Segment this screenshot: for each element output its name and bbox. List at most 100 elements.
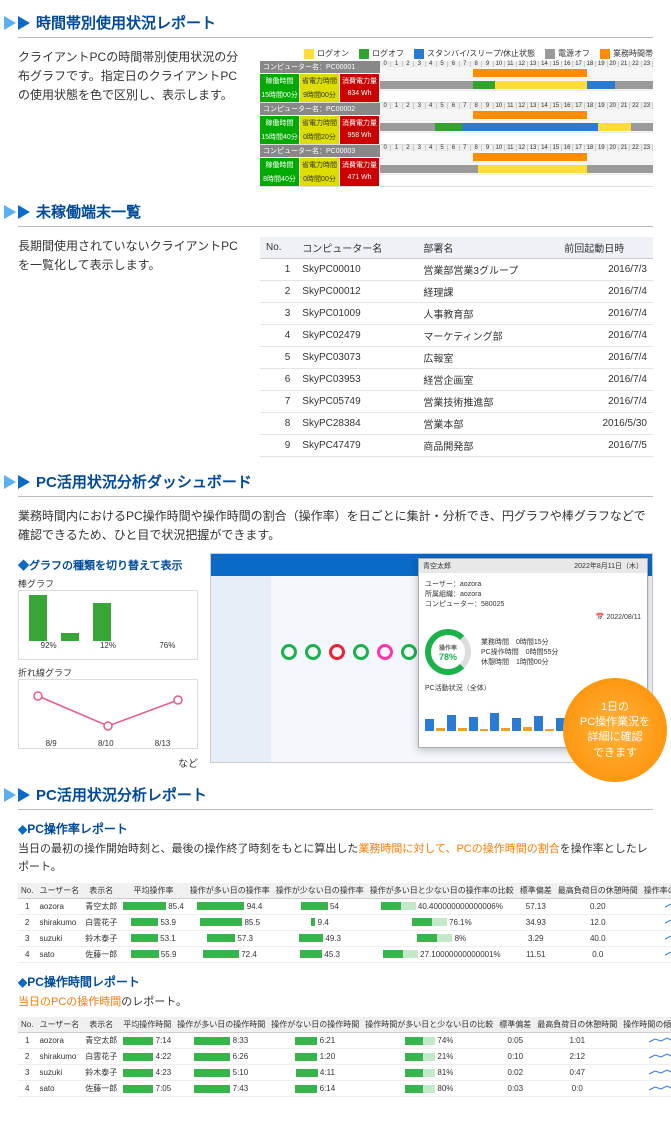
cell-pc: SkyPC05749 <box>296 391 417 413</box>
switch-label: ◆グラフの種類を切り替えて表示 <box>18 557 198 573</box>
powersave-cell: 省電力時間 <box>300 158 340 172</box>
uptime-val: 8時間40分 <box>260 172 300 186</box>
dash-right-col: 青空太郎 2022年8月11日（木） ユーザー：aozora 所属組織：aozo… <box>210 553 653 770</box>
section-title: 未稼働端末一覧 <box>36 201 141 222</box>
cell-trend <box>641 914 671 930</box>
bar-cell <box>295 1037 317 1045</box>
cell-rest: 2:12 <box>534 1049 620 1065</box>
gantt-rows: コンピューター名：PC00001 稼働時間 省電力時間 消費電力量 15時間00… <box>260 61 653 187</box>
cell-dept: 営業技術推進部 <box>417 391 558 413</box>
cell-pc: SkyPC02479 <box>296 325 417 347</box>
table-row: 3 suzuki 鈴木泰子 53.1 57.3 49.3 8% 3.29 40.… <box>18 930 671 946</box>
cell-avg: 53.1 <box>120 930 186 946</box>
popup-bar <box>512 718 521 731</box>
sparkline-icon <box>665 949 671 957</box>
bar-cell <box>381 902 401 910</box>
gantt-value-cells: 15時間40分 0時間20分 958 Wh <box>260 130 380 144</box>
popup-stats: 業務時間 0時間15分 PC操作時間 0時間55分 休憩時間 1時間00分 <box>481 637 641 667</box>
table-col-header: 標準偏差 <box>496 1017 534 1033</box>
table-col-header: 操作が多い日の操作率 <box>187 883 273 899</box>
bar-cell <box>311 918 316 926</box>
triangle-icon <box>18 205 30 219</box>
gantt-lane <box>380 163 653 175</box>
rate-desc: 当日の最初の操作開始時刻と、最後の操作終了時刻をもとに算出した業務時間に対して、… <box>18 841 653 876</box>
diamond-icon: ◆ <box>18 560 29 572</box>
cell-date: 2016/7/4 <box>558 391 653 413</box>
gantt-lane <box>380 121 653 133</box>
table-body: 1 aozora 青空太郎 85.4 94.4 54 40.4000000000… <box>18 898 671 962</box>
popup-date-input[interactable]: 📅 2022/08/11 <box>425 613 641 621</box>
cell-no: 4 <box>18 1081 36 1097</box>
cell-user: sato <box>36 1081 82 1097</box>
table-header-row: No.ユーザー名表示名平均操作率操作が多い日の操作率操作が少ない日の操作率操作が… <box>18 883 671 899</box>
legend-swatch <box>304 49 314 59</box>
uptime-val: 15時間00分 <box>260 88 300 102</box>
gantt-bar <box>380 123 435 131</box>
cell-user: aozora <box>36 898 82 914</box>
consumption-val: 471 Wh <box>340 172 380 186</box>
cell-date: 2016/7/4 <box>558 347 653 369</box>
table-row: 3 suzuki 鈴木泰子 4:23 5:10 4:11 81% 0:02 0:… <box>18 1065 671 1081</box>
legend-label: ログオン <box>317 48 349 59</box>
table-col-header: 操作率の傾向(日単位) <box>641 883 671 899</box>
table-row: 8SkyPC28384営業本部2016/5/30 <box>260 413 653 435</box>
gauge-inner: 操作率 78% <box>439 643 457 662</box>
gantt-bar <box>380 165 478 173</box>
cell-avg: 4:23 <box>120 1065 174 1081</box>
cell-hi: 57.3 <box>187 930 273 946</box>
cell-pc: SkyPC00010 <box>296 259 417 281</box>
table-row: 5SkyPC03073広報室2016/7/4 <box>260 347 653 369</box>
table-col-header: ユーザー名 <box>36 1017 82 1033</box>
table-row: 9SkyPC47479商品開発部2016/7/5 <box>260 435 653 457</box>
bar-cell <box>194 1037 230 1045</box>
uptime-cell: 稼働時間 <box>260 74 300 88</box>
gantt-chart: ログオンログオフスタンバイ/スリープ/休止状態電源オフ業務時間帯 コンピューター… <box>260 48 653 187</box>
consumption-val: 958 Wh <box>340 130 380 144</box>
sparkline-icon <box>665 917 671 925</box>
section-idle: 未稼働端末一覧 長期間使用されていないクライアントPCを一覧化して表示します。 … <box>18 201 653 457</box>
cell-no: 2 <box>18 914 36 930</box>
cell-hi: 94.4 <box>187 898 273 914</box>
cell-name: 青空太郎 <box>82 1033 120 1049</box>
table-col-header: 操作が多い日の操作時間 <box>174 1017 268 1033</box>
table-col-header: 操作がない日の操作時間 <box>268 1017 362 1033</box>
table-col-header: 表示名 <box>82 883 120 899</box>
table-col-header: 操作が多い日と少ない日の操作率の比較 <box>367 883 517 899</box>
sparkline-icon <box>665 933 671 941</box>
bar-cell-neg <box>403 950 418 958</box>
table-col-header: No. <box>18 1017 36 1033</box>
cell-dev: 0:05 <box>496 1033 534 1049</box>
cell-dept: 経理課 <box>417 281 558 303</box>
gantt-pc-name: コンピューター名：PC00003 <box>260 145 380 158</box>
table-col-header: 部署名 <box>417 237 558 259</box>
line-date: 8/9 <box>46 739 57 748</box>
triangle-icon <box>18 788 30 802</box>
cell-trend <box>641 930 671 946</box>
cell-hi: 5:10 <box>174 1065 268 1081</box>
gantt-value-cells: 8時間40分 0時間00分 471 Wh <box>260 172 380 186</box>
subreport-title-text: PC操作率レポート <box>27 822 128 836</box>
cell-date: 2016/5/30 <box>558 413 653 435</box>
table-col-header: 最高負荷日の休憩時間 <box>555 883 641 899</box>
cell-lo: 9.4 <box>273 914 367 930</box>
cell-user: shirakumo <box>36 914 82 930</box>
bar-cell <box>194 1085 230 1093</box>
cell-date: 2016/7/4 <box>558 281 653 303</box>
bar-cell-neg <box>423 1069 435 1077</box>
legend-label: 業務時間帯 <box>613 48 653 59</box>
badge-text: 1日のPC操作業況を詳細に確認できます <box>580 700 650 762</box>
dash-body: ◆グラフの種類を切り替えて表示 棒グラフ 92%12%76% 折れ線グラフ 8/… <box>18 553 653 770</box>
bar-cell-neg <box>401 902 416 910</box>
gantt-lane <box>380 79 653 91</box>
cell-lo: 6:21 <box>268 1033 362 1049</box>
table-col-header: 操作時間の傾向(日単位) <box>620 1017 671 1033</box>
gantt-lane <box>380 109 653 121</box>
gantt-bar <box>473 153 588 161</box>
bar-cell <box>299 934 324 942</box>
line-point <box>34 692 42 700</box>
time-table: No.ユーザー名表示名平均操作時間操作が多い日の操作時間操作がない日の操作時間操… <box>18 1017 671 1097</box>
cell-user: shirakumo <box>36 1049 82 1065</box>
popup-bar <box>490 713 499 731</box>
gantt-row: コンピューター名：PC00001 稼働時間 省電力時間 消費電力量 15時間00… <box>260 61 653 103</box>
stat-val: 0時間55分 <box>526 649 559 656</box>
